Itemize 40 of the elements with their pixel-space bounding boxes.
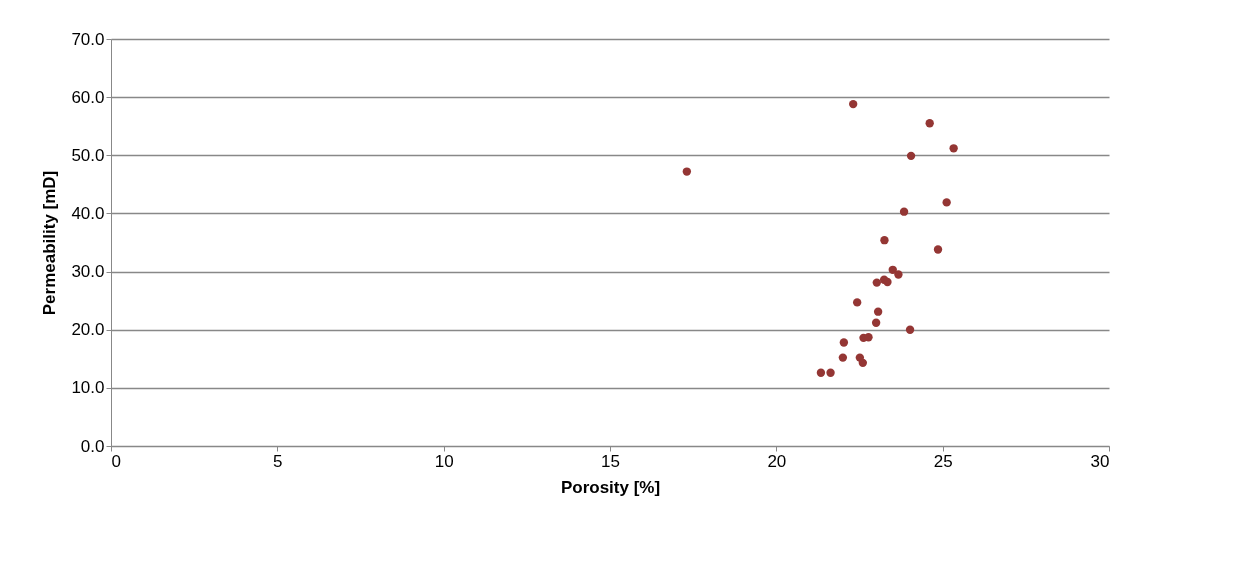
x-tick-label: 30 [1090, 451, 1110, 471]
point [873, 307, 883, 316]
y-tick-label: 70.0 [71, 29, 105, 49]
y-tick-label: 10.0 [71, 378, 105, 398]
point [838, 353, 848, 362]
point [899, 207, 909, 216]
point [871, 318, 881, 327]
y-tick-label: 30.0 [71, 262, 105, 282]
point [905, 325, 915, 334]
point [858, 358, 868, 368]
point [933, 245, 943, 254]
point [816, 368, 826, 377]
point [682, 167, 692, 176]
y-tick-label: 40.0 [71, 203, 105, 223]
x-tick-label: 0 [111, 451, 121, 471]
point [942, 198, 951, 207]
point [826, 368, 835, 377]
x-tick-label: 25 [933, 451, 953, 471]
point [883, 277, 892, 287]
x-tick-label: 15 [601, 451, 620, 471]
point [888, 265, 897, 274]
point [949, 144, 958, 153]
point [849, 99, 858, 109]
point [894, 270, 903, 279]
x-tick-label: 10 [434, 451, 454, 471]
point [864, 333, 873, 342]
y-tick-label: 60.0 [71, 87, 105, 107]
y-tick-label: 0.0 [80, 436, 105, 456]
point [880, 236, 889, 245]
y-axis-title: Permeability [mD] [40, 170, 60, 316]
point [839, 338, 849, 347]
point [925, 119, 934, 128]
x-axis-title: Porosity [%] [560, 477, 661, 497]
x-tick-label: 20 [767, 451, 787, 471]
y-tick-label: 50.0 [71, 145, 105, 165]
point [906, 151, 916, 161]
x-tick-label: 5 [273, 451, 283, 471]
y-tick-label: 20.0 [71, 320, 105, 340]
point [872, 278, 881, 287]
point [852, 298, 862, 307]
